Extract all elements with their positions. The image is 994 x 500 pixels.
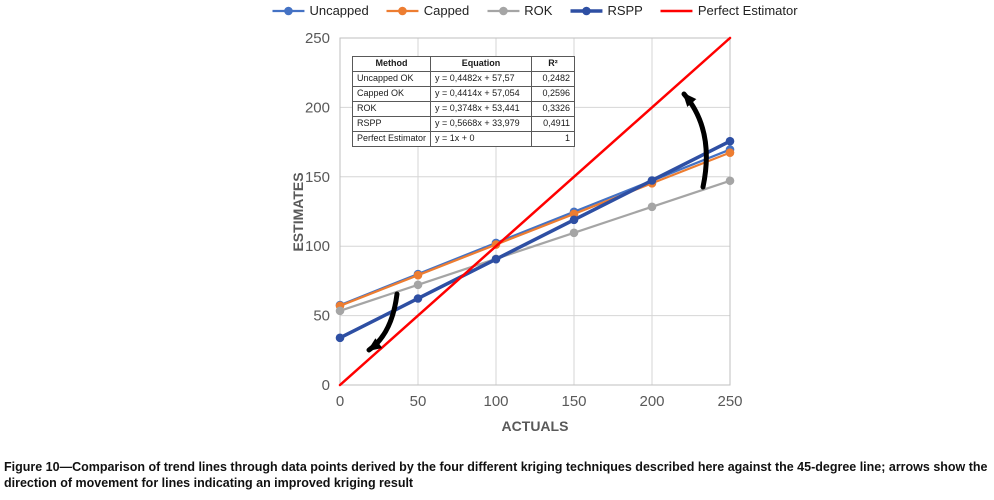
legend-marker-icon [660,9,693,12]
equation-table-cell: Capped OK [351,86,432,102]
equation-table-cell: ROK [351,101,432,117]
legend-label: Capped [423,3,470,18]
equation-table-header: Method Equation R² [351,56,576,72]
equation-table-cell: y = 0,3748x + 53,441 [430,101,533,117]
equation-table-cell: 0,4911 [531,116,576,132]
equation-table-row: ROK y = 0,3748x + 53,441 0,3326 [351,101,576,117]
data-point [569,228,579,238]
equation-table-row: Uncapped OK y = 0,4482x + 57,57 0,2482 [351,71,576,87]
data-point [725,136,735,146]
data-point [335,306,345,316]
equation-table-cell: 0,3326 [531,101,576,117]
legend-label: Uncapped [309,3,369,18]
data-point [413,270,423,280]
equation-table-cell: Perfect Estimator [351,131,432,147]
equation-table-cell: RSPP [351,116,432,132]
equation-table-header-cell: Equation [430,56,533,72]
legend-marker-icon [487,6,520,15]
data-point [569,209,579,219]
x-tick-labels: 0 50 100 150 200 250 [336,393,743,410]
legend-label: RSPP [607,3,643,18]
legend-marker-icon [386,6,419,15]
equation-table-header-cell: Method [351,56,432,72]
svg-text:50: 50 [313,308,330,325]
data-point [647,176,657,185]
equation-table-cell: y = 0,5668x + 33,979 [430,116,533,132]
equation-table-cell: 1 [531,131,576,147]
y-axis-title: ESTIMATES [290,172,306,251]
svg-text:0: 0 [336,393,344,410]
legend-item-rok: ROK [487,3,552,18]
svg-text:200: 200 [639,393,664,410]
kriging-comparison-chart: Uncapped Capped ROK RSPP Perfect Estimator A… [272,3,798,434]
plot-border [339,37,731,386]
legend: Uncapped Capped ROK RSPP Perfect Estimator [272,3,798,18]
equation-table-cell: 0,2482 [531,71,576,87]
svg-text:150: 150 [305,169,330,186]
svg-text:200: 200 [305,99,330,116]
legend-marker-icon [570,6,603,15]
equation-table-header-cell: R² [531,56,576,72]
y-tick-labels: 0 50 100 150 200 250 [305,30,330,394]
data-point [413,280,423,290]
svg-text:100: 100 [483,393,508,410]
equation-table: Method Equation R² Uncapped OK y = 0,4482x … [351,56,576,147]
legend-item-capped: Capped [386,3,470,18]
svg-text:150: 150 [561,393,586,410]
figure-caption: Figure 10—Comparison of trend lines thro… [4,460,988,491]
equation-table-cell: y = 1x + 0 [430,131,533,147]
legend-item-uncapped: Uncapped [272,3,369,18]
legend-marker-icon [272,6,305,15]
data-point [335,333,345,343]
equation-table-cell: 0,2596 [531,86,576,102]
equation-table-body: Uncapped OK y = 0,4482x + 57,57 0,2482 Capp… [351,71,576,147]
data-point [725,176,735,186]
data-point [413,294,423,303]
equation-table-row: RSPP y = 0,5668x + 33,979 0,4911 [351,116,576,132]
equation-table-cell: y = 0,4414x + 57,054 [430,86,533,102]
data-point [569,215,579,225]
series-rspp [335,136,735,343]
improvement-arrow-left [366,291,400,353]
series-perfect-estimator [338,36,732,387]
data-point [725,148,735,157]
series-rok [335,176,735,316]
equation-table-cell: Uncapped OK [351,71,432,87]
svg-text:250: 250 [305,30,330,47]
equation-table-row: Capped OK y = 0,4414x + 57,054 0,2596 [351,86,576,102]
legend-label: Perfect Estimator [697,3,798,18]
data-point [647,202,657,212]
improvement-arrow-right [681,91,709,190]
x-axis-title: ACTUALS [502,418,569,434]
legend-item-perfect-estimator: Perfect Estimator [660,3,798,18]
data-point [491,254,501,264]
svg-text:50: 50 [410,393,427,410]
equation-table-cell: y = 0,4482x + 57,57 [430,71,533,87]
svg-text:250: 250 [717,393,742,410]
svg-text:100: 100 [305,238,330,255]
svg-text:0: 0 [322,377,330,394]
legend-label: ROK [524,3,553,18]
legend-item-rspp: RSPP [570,3,643,18]
